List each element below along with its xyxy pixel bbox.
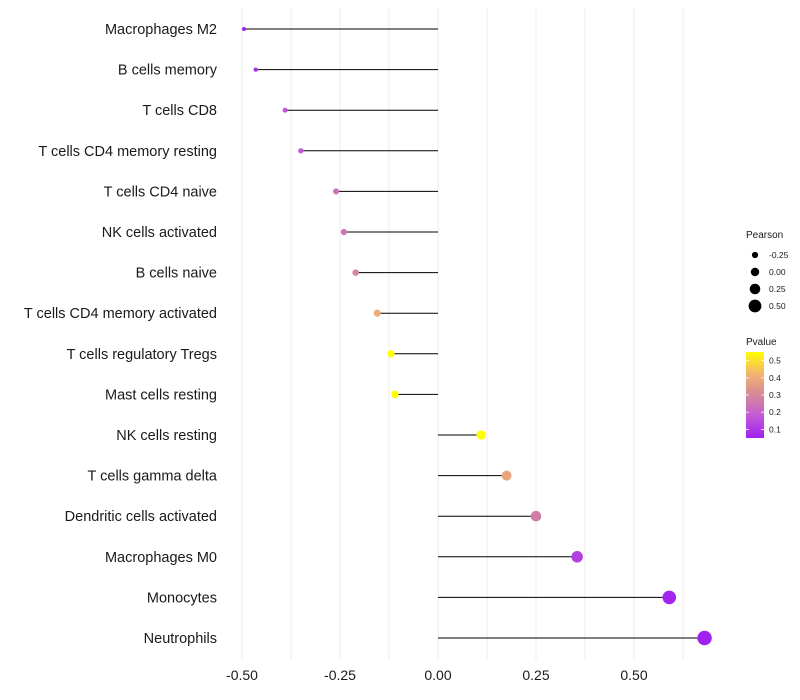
lollipop-point xyxy=(352,269,359,276)
lollipop-point xyxy=(697,630,712,646)
color-legend-label: 0.1 xyxy=(769,424,781,434)
category-label: T cells CD4 naive xyxy=(104,184,217,200)
lollipop-stems xyxy=(243,28,705,639)
x-tick-label: -0.25 xyxy=(324,667,356,683)
x-tick-label: -0.50 xyxy=(226,667,258,683)
lollipop-point xyxy=(298,148,304,154)
category-label: T cells gamma delta xyxy=(88,469,218,485)
lollipop-point xyxy=(530,510,542,522)
lollipop-point xyxy=(571,551,583,563)
x-tick-label: 0.00 xyxy=(424,667,451,683)
category-label: Monocytes xyxy=(147,590,217,606)
category-label: Mast cells resting xyxy=(105,387,217,403)
lollipop-point xyxy=(340,228,348,236)
size-legend-label: 0.25 xyxy=(769,284,786,294)
category-label: T cells CD4 memory activated xyxy=(24,306,217,322)
size-legend-label: -0.25 xyxy=(769,250,789,260)
lollipop-point xyxy=(373,309,381,317)
x-tick-label: 0.50 xyxy=(620,667,647,683)
category-label: NK cells activated xyxy=(102,225,217,241)
color-legend-colorbar xyxy=(746,352,764,438)
size-legend-title: Pearson xyxy=(746,230,783,241)
lollipop-point xyxy=(391,390,399,399)
category-label: Dendritic cells activated xyxy=(65,509,217,525)
lollipop-point xyxy=(387,350,395,358)
size-legend-key xyxy=(750,267,760,277)
category-labels: Macrophages M2 B cells memory T cells CD8 T… xyxy=(24,22,218,647)
lollipop-point xyxy=(253,67,258,72)
color-legend: Pvalue 0.5 0.4 0.3 0.2 0.1 xyxy=(746,337,781,438)
x-axis-tick-labels: -0.50 -0.25 0.00 0.25 0.50 xyxy=(226,667,648,683)
size-legend-label: 0.00 xyxy=(769,267,786,277)
lollipop-point xyxy=(241,26,246,32)
lollipop-point xyxy=(333,188,340,195)
lollipop-point xyxy=(662,590,677,605)
color-legend-label: 0.5 xyxy=(769,356,781,366)
category-label: T cells CD8 xyxy=(142,103,217,119)
color-legend-title: Pvalue xyxy=(746,337,777,348)
lollipop-point xyxy=(476,430,486,440)
category-label: T cells regulatory Tregs xyxy=(67,347,217,363)
grid-lines xyxy=(241,8,684,660)
category-label: B cells naive xyxy=(136,266,217,282)
size-legend: Pearson -0.25 0.00 0.25 0.50 xyxy=(746,230,789,313)
category-label: T cells CD4 memory resting xyxy=(38,144,217,160)
lollipop-points xyxy=(241,26,712,646)
lollipop-point xyxy=(282,107,288,113)
color-legend-label: 0.4 xyxy=(769,373,781,383)
lollipop-point xyxy=(501,470,512,481)
size-legend-key xyxy=(748,299,762,313)
x-tick-label: 0.25 xyxy=(522,667,549,683)
color-legend-label: 0.3 xyxy=(769,390,781,400)
category-label: NK cells resting xyxy=(116,428,217,444)
category-label: Neutrophils xyxy=(144,631,217,647)
category-label: Macrophages M2 xyxy=(105,22,217,38)
size-legend-key xyxy=(749,283,761,295)
size-legend-label: 0.50 xyxy=(769,301,786,311)
size-legend-key xyxy=(751,251,759,259)
category-label: B cells memory xyxy=(118,63,218,79)
category-label: Macrophages M0 xyxy=(105,550,217,566)
color-legend-label: 0.2 xyxy=(769,407,781,417)
